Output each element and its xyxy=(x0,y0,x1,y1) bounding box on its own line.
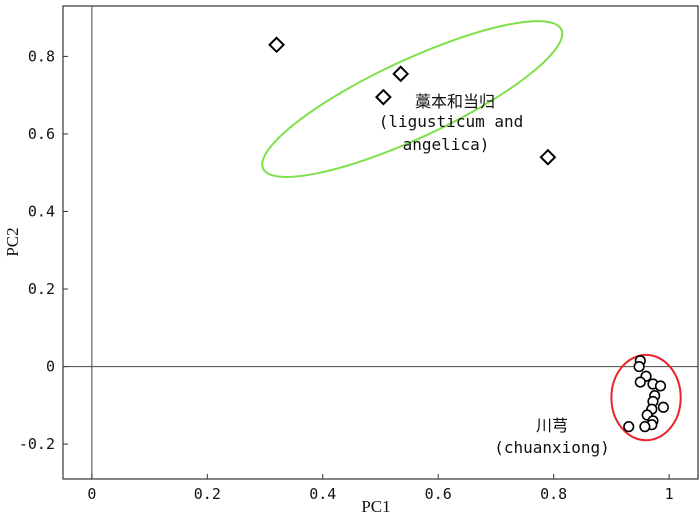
diamond-data-point xyxy=(539,148,557,166)
y-tick-label: 0.2 xyxy=(28,280,55,298)
data-points xyxy=(268,36,669,433)
chuanxiong-label-en: (chuanxiong) xyxy=(494,438,610,457)
y-tick-label: 0.6 xyxy=(28,125,55,143)
circle-data-point xyxy=(623,421,635,433)
plot-frame xyxy=(62,5,699,480)
diamond-data-point xyxy=(374,88,392,106)
x-tick-label: 0.4 xyxy=(309,485,336,503)
circle-data-point xyxy=(654,380,667,392)
circle-data-point xyxy=(633,360,645,373)
x-tick-label: 0 xyxy=(87,485,96,503)
y-axis-ticks: -0.2 0 0.2 0.4 0.6 0.8 xyxy=(19,47,68,453)
x-tick-label: 1 xyxy=(665,485,674,503)
x-tick-label: 0.6 xyxy=(425,485,452,503)
y-axis-title: PC2 xyxy=(3,227,22,256)
x-tick-label: 0.2 xyxy=(194,485,221,503)
y-tick-label: 0 xyxy=(46,358,55,376)
diamond-data-point xyxy=(392,65,410,83)
x-axis-title: PC1 xyxy=(361,497,390,515)
ligusticum-angelica-label-cn: 藁本和当归 xyxy=(415,92,495,111)
circle-data-point xyxy=(639,421,651,433)
x-axis-ticks: 0 0.2 0.4 0.6 0.8 1 xyxy=(87,474,674,503)
y-tick-label: -0.2 xyxy=(19,435,55,453)
diamond-data-point xyxy=(268,36,286,54)
x-tick-label: 0.8 xyxy=(540,485,567,503)
chuanxiong-label-cn: 川芎 xyxy=(536,416,568,435)
ligusticum-angelica-label-en-line1: (ligusticum and xyxy=(379,112,524,131)
y-tick-label: 0.4 xyxy=(28,202,55,220)
circle-data-point xyxy=(657,401,669,413)
chuanxiong-group-ellipse xyxy=(610,353,682,442)
ligusticum-angelica-label-en-line2: angelica) xyxy=(403,135,490,154)
ligusticum-angelica-group-ellipse xyxy=(261,20,564,178)
y-tick-label: 0.8 xyxy=(28,47,55,65)
circle-data-point xyxy=(634,376,646,388)
